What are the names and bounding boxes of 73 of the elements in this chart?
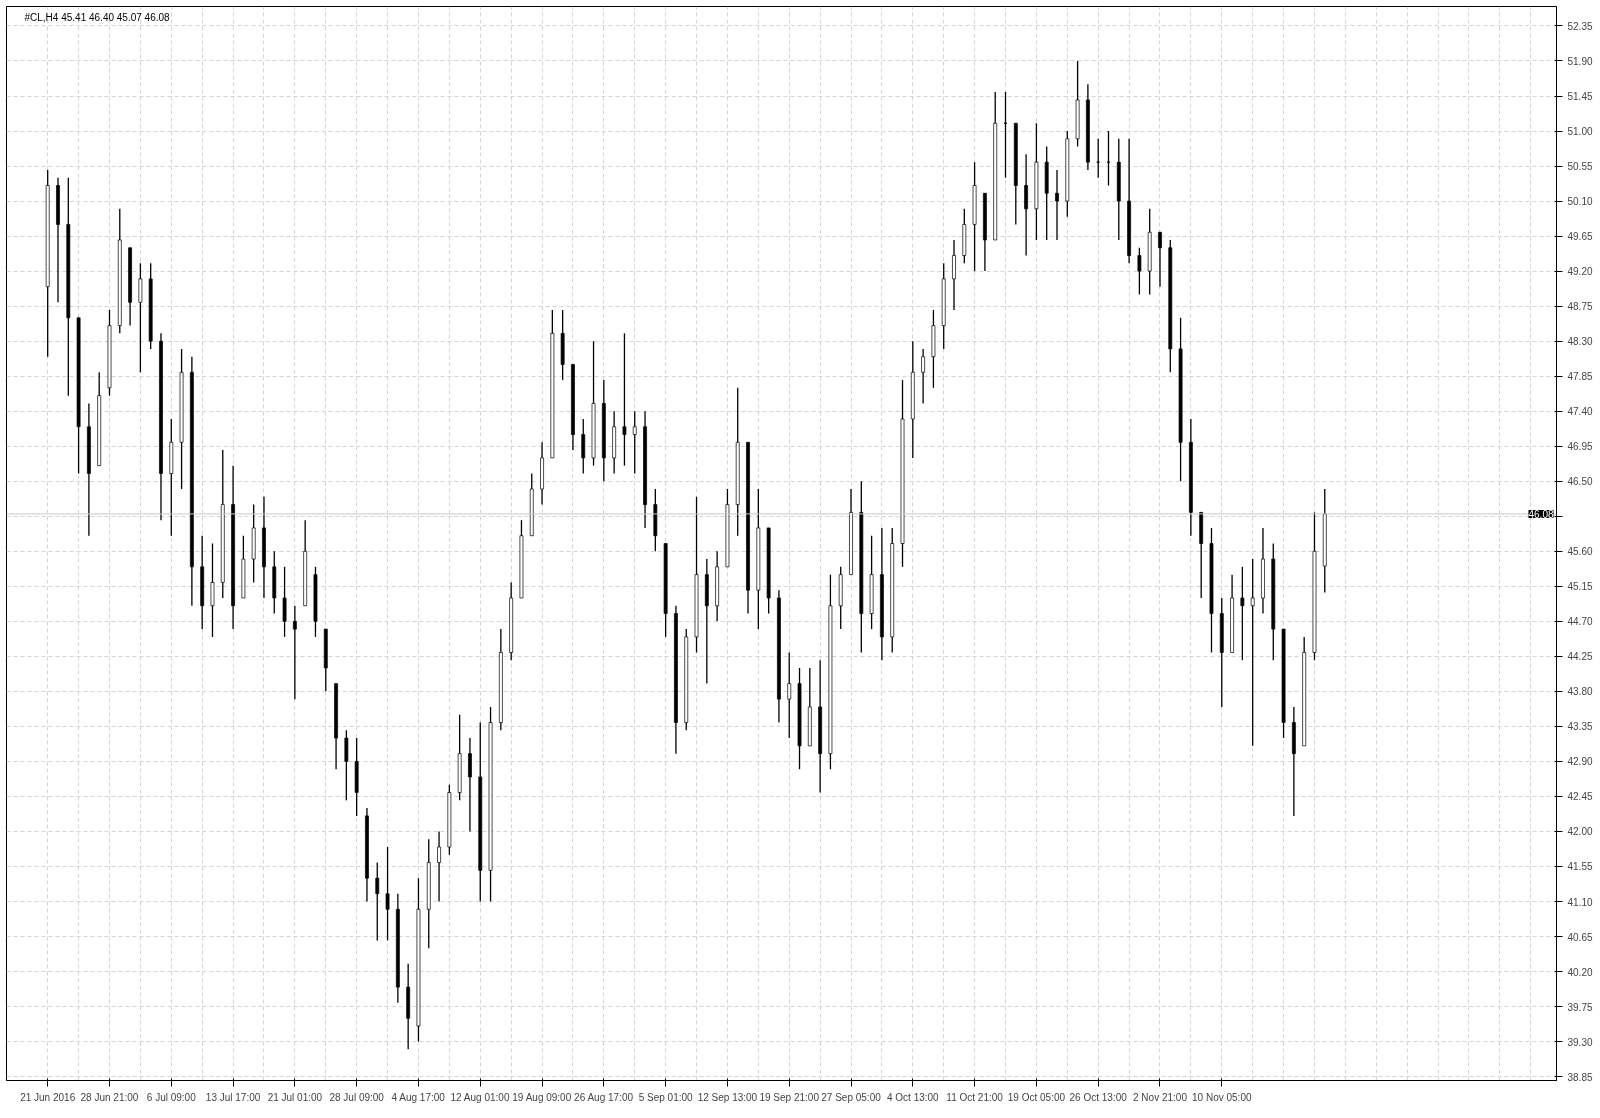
- candlestick: [1250, 558, 1255, 747]
- candlestick: [1158, 231, 1162, 288]
- x-tick-label: 26 Oct 13:00: [1069, 1091, 1128, 1103]
- candlestick: [581, 418, 586, 475]
- x-tick-label: 4 Aug 17:00: [391, 1091, 446, 1103]
- x-tick-label: 2 Nov 21:00: [1133, 1091, 1188, 1103]
- candlestick: [1240, 566, 1245, 661]
- x-tick-label: 19 Oct 05:00: [1007, 1091, 1066, 1103]
- candlestick: [632, 410, 637, 475]
- y-tick-label: 39.30: [1567, 1036, 1593, 1048]
- candlestick: [921, 348, 926, 405]
- y-tick-label: 47.85: [1567, 371, 1593, 383]
- y-tick-label: 42.90: [1567, 756, 1593, 768]
- x-tick-label: 6 Jul 09:00: [146, 1091, 197, 1103]
- x-tick-label: 27 Sep 05:00: [821, 1091, 882, 1103]
- x-tick-label: 26 Aug 17:00: [574, 1091, 634, 1103]
- y-tick-label: 42.00: [1567, 826, 1593, 838]
- candlestick: [292, 605, 297, 700]
- y-tick-label: 45.60: [1567, 546, 1593, 558]
- y-tick-label: 38.85: [1567, 1071, 1593, 1083]
- x-tick-label: 21 Jul 01:00: [267, 1091, 323, 1103]
- x-tick-label: 5 Sep 01:00: [638, 1091, 694, 1103]
- candlestick: [1055, 169, 1059, 241]
- x-tick-label: 12 Sep 13:00: [697, 1091, 758, 1103]
- y-tick-label: 41.10: [1567, 896, 1593, 908]
- x-tick-label: 12 Aug 01:00: [450, 1091, 510, 1103]
- y-tick-label: 40.20: [1567, 966, 1593, 978]
- y-tick-label: 45.15: [1567, 581, 1593, 593]
- y-tick-label: 52.35: [1567, 20, 1593, 32]
- y-tick-label: 44.70: [1567, 616, 1593, 628]
- y-tick-label: 39.75: [1567, 1001, 1593, 1013]
- candlestick: [787, 651, 792, 739]
- candlestick: [622, 332, 627, 467]
- candlestick: [282, 566, 287, 638]
- text: #CL,H4 45.41 46.40 45.07 46.08: [24, 11, 171, 23]
- y-tick-label: 49.20: [1567, 266, 1593, 278]
- y-tick-label: 50.10: [1567, 196, 1593, 208]
- candlestick: [468, 737, 472, 833]
- x-tick-label: 19 Aug 09:00: [512, 1091, 572, 1103]
- y-tick-label: 43.80: [1567, 686, 1593, 698]
- y-tick-label: 49.65: [1567, 231, 1593, 243]
- candlestick: [344, 729, 349, 801]
- y-tick-label: 46.50: [1567, 476, 1593, 488]
- y-tick-label: 48.75: [1567, 301, 1593, 313]
- y-tick-label: 41.55: [1567, 861, 1593, 873]
- candlestick: [437, 830, 441, 903]
- candlestick: [138, 262, 143, 373]
- candlestick: [952, 239, 956, 311]
- y-tick-label: 46.95: [1567, 441, 1593, 453]
- x-tick-label: 10 Nov 05:00: [1192, 1091, 1252, 1103]
- x-tick-label: 4 Oct 13:00: [886, 1091, 940, 1103]
- candlestick: [385, 846, 390, 942]
- y-tick-label: 50.55: [1567, 161, 1593, 173]
- candlestick: [1024, 153, 1028, 257]
- x-tick-label: 21 Jun 2016: [20, 1091, 76, 1103]
- candlestick: [210, 542, 215, 638]
- x-tick-label: 28 Jun 21:00: [80, 1091, 139, 1103]
- candlestick: [1137, 247, 1142, 296]
- x-tick-label: 13 Jul 17:00: [205, 1091, 261, 1103]
- y-tick-label: 51.90: [1567, 55, 1593, 67]
- y-tick-label: 51.00: [1567, 126, 1593, 138]
- y-tick-label: 42.45: [1567, 791, 1593, 803]
- x-tick-label: 19 Sep 21:00: [759, 1091, 820, 1103]
- y-tick-label: 51.45: [1567, 91, 1593, 102]
- x-tick-label: 11 Oct 21:00: [946, 1091, 1004, 1103]
- x-tick-label: 28 Jul 09:00: [329, 1091, 385, 1103]
- ref-line-label: 46.08: [1528, 508, 1554, 520]
- y-tick-label: 44.25: [1567, 651, 1593, 663]
- y-tick-label: 48.30: [1567, 336, 1593, 348]
- candlestick: [375, 861, 380, 942]
- y-tick-label: 43.35: [1567, 721, 1593, 733]
- y-tick-label: 40.65: [1567, 931, 1593, 943]
- y-tick-label: 47.40: [1567, 406, 1593, 418]
